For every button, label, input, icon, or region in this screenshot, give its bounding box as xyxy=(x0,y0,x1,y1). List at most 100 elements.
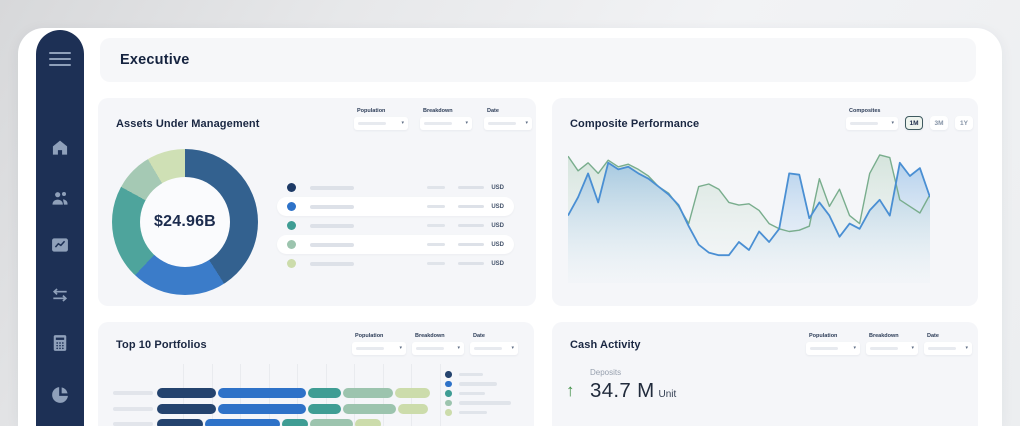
bar-segment xyxy=(310,419,353,426)
bar-segment xyxy=(343,404,396,414)
sidebar-item-performance[interactable] xyxy=(36,235,84,255)
deposits-value: 34.7 M xyxy=(590,379,655,402)
composites-dropdown[interactable]: ▾ xyxy=(846,117,898,130)
filter-group: Date ▾ xyxy=(470,333,518,355)
value-skeleton-large xyxy=(458,261,485,266)
value-skeleton-small xyxy=(427,204,446,209)
range-button-1y[interactable]: 1Y xyxy=(955,116,973,130)
top10-legend-row[interactable] xyxy=(445,380,511,387)
filter-placeholder-skeleton xyxy=(356,347,384,350)
chevron-down-icon: ▾ xyxy=(911,345,914,351)
deposits-metric: 34.7 M Unit xyxy=(590,379,676,403)
benchmark-green-line xyxy=(568,154,930,233)
portfolio-label-skeleton xyxy=(113,422,153,426)
bar-segment xyxy=(355,419,381,426)
currency-label: USD xyxy=(491,184,504,191)
filter-placeholder-skeleton xyxy=(488,122,516,125)
legend-label-skeleton xyxy=(458,410,487,414)
legend-dot xyxy=(445,380,452,387)
filter-label: Date xyxy=(487,108,499,114)
legend-dot xyxy=(287,202,296,211)
sidebar xyxy=(36,30,84,426)
legend-label-skeleton xyxy=(310,223,354,228)
composite-blue-line xyxy=(568,161,930,257)
aum-legend-row[interactable]: USD xyxy=(277,235,514,254)
card-top-10-portfolios: Top 10 Portfolios Population ▾ Breakdown ▾ D… xyxy=(98,322,534,426)
sidebar-item-transactions[interactable] xyxy=(36,285,84,305)
value-skeleton-small xyxy=(427,261,446,266)
filter-label: Date xyxy=(473,333,485,339)
aum-donut-chart[interactable]: $24.96B xyxy=(112,149,258,295)
filter-dropdown[interactable]: ▾ xyxy=(924,342,972,355)
filter-dropdown[interactable]: ▾ xyxy=(470,342,518,355)
value-skeleton-large xyxy=(458,223,485,228)
legend-label-skeleton xyxy=(458,391,485,395)
legend-dot xyxy=(445,409,452,416)
currency-label: USD xyxy=(491,260,504,267)
composite-performance-chart[interactable] xyxy=(568,143,930,283)
sidebar-item-calculator[interactable] xyxy=(36,333,84,353)
menu-button[interactable] xyxy=(36,52,84,66)
chevron-down-icon: ▾ xyxy=(511,345,514,351)
portfolio-stacked-bar[interactable] xyxy=(157,404,428,414)
range-button-1m[interactable]: 1M xyxy=(905,116,923,130)
filter-label: Breakdown xyxy=(869,333,899,339)
filter-dropdown[interactable]: ▾ xyxy=(866,342,918,355)
legend-dot xyxy=(287,240,296,249)
top10-legend-row[interactable] xyxy=(445,390,511,397)
portfolio-stacked-bar[interactable] xyxy=(157,388,430,398)
legend-dot xyxy=(287,183,296,192)
page-title: Executive xyxy=(120,52,190,68)
sidebar-item-clients[interactable] xyxy=(36,188,84,208)
bar-segment xyxy=(205,419,280,426)
legend-label-skeleton xyxy=(458,372,483,376)
bar-segment xyxy=(218,404,306,414)
aum-legend-row[interactable]: USD xyxy=(277,216,514,235)
filter-dropdown[interactable]: ▾ xyxy=(806,342,860,355)
legend-label-skeleton xyxy=(310,242,354,247)
users-icon xyxy=(52,192,68,205)
filter-label: Date xyxy=(927,333,939,339)
range-button-3m[interactable]: 3M xyxy=(930,116,948,130)
filter-dropdown[interactable]: ▾ xyxy=(354,117,408,130)
portfolio-label-skeleton xyxy=(113,407,153,411)
aum-legend: USD USD USD USD USD xyxy=(277,178,514,273)
filter-group: Population ▾ xyxy=(352,333,406,355)
legend-label-skeleton xyxy=(310,261,354,266)
portfolio-stacked-bar[interactable] xyxy=(157,419,381,426)
page-header: Executive xyxy=(100,38,976,82)
chevron-down-icon: ▾ xyxy=(853,345,856,351)
filter-placeholder-skeleton xyxy=(870,347,898,350)
top10-legend-row[interactable] xyxy=(445,409,511,416)
currency-label: USD xyxy=(491,241,504,248)
value-skeleton-small xyxy=(427,223,446,228)
aum-legend-row[interactable]: USD xyxy=(277,197,514,216)
filter-dropdown[interactable]: ▾ xyxy=(352,342,406,355)
legend-dot xyxy=(445,371,452,378)
sidebar-item-home[interactable] xyxy=(36,138,84,158)
top10-legend-row[interactable] xyxy=(445,399,511,406)
filter-placeholder-skeleton xyxy=(358,122,386,125)
legend-label-skeleton xyxy=(310,204,354,209)
filter-group: Population ▾ xyxy=(806,333,860,355)
filter-placeholder-skeleton xyxy=(474,347,502,350)
value-skeleton-large xyxy=(458,204,485,209)
aum-legend-row[interactable]: USD xyxy=(277,178,514,197)
currency-label: USD xyxy=(491,203,504,210)
legend-dot xyxy=(445,399,452,406)
filter-group: Breakdown ▾ xyxy=(866,333,918,355)
top10-legend-row[interactable] xyxy=(445,371,511,378)
value-skeleton-large xyxy=(458,242,485,247)
filter-dropdown[interactable]: ▾ xyxy=(412,342,464,355)
home-icon xyxy=(52,140,68,155)
filter-dropdown[interactable]: ▾ xyxy=(484,117,532,130)
filter-placeholder-skeleton xyxy=(850,122,878,125)
filter-dropdown[interactable]: ▾ xyxy=(420,117,472,130)
composite-controls: Composites ▾ 1M 3M 1Y xyxy=(846,108,973,130)
aum-total-value: $24.96B xyxy=(154,213,216,230)
filter-placeholder-skeleton xyxy=(928,347,956,350)
filter-bar: Population ▾ Breakdown ▾ Date ▾ xyxy=(352,333,518,355)
aum-legend-row[interactable]: USD xyxy=(277,254,514,273)
sidebar-item-allocation[interactable] xyxy=(36,385,84,405)
